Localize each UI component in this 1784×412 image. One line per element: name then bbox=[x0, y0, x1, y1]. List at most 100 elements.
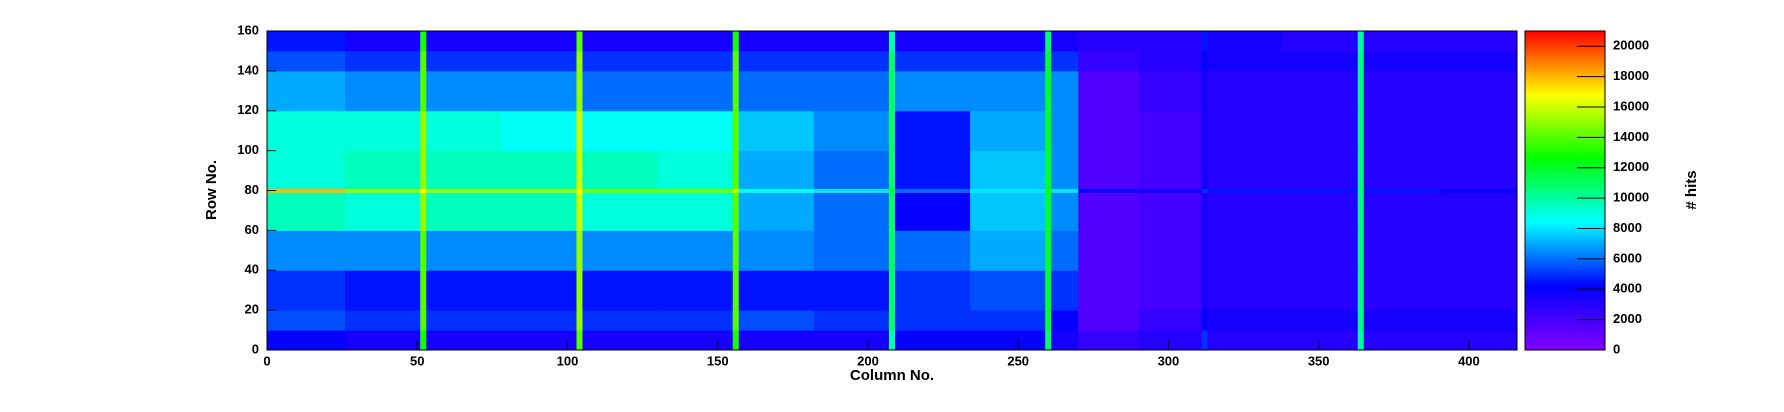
heatmap-cell bbox=[267, 110, 346, 152]
heatmap-cell bbox=[1138, 110, 1202, 152]
heatmap-cell bbox=[657, 50, 734, 72]
heatmap-cell bbox=[1438, 270, 1518, 311]
heatmap-cell bbox=[1357, 310, 1365, 331]
heatmap-cell bbox=[426, 310, 502, 331]
heatmap-cell bbox=[1201, 150, 1209, 190]
heatmap-cell bbox=[1363, 50, 1440, 72]
heatmap-cell bbox=[657, 31, 734, 52]
heatmap-cell bbox=[582, 270, 659, 311]
heatmap-cell bbox=[1357, 31, 1365, 52]
heatmap-cell bbox=[501, 230, 577, 271]
heatmap-cell bbox=[1201, 310, 1209, 331]
heatmap-cell bbox=[1045, 150, 1052, 190]
heatmap-cell bbox=[267, 270, 346, 311]
heatmap-cell bbox=[1201, 192, 1209, 231]
heatmap-cell bbox=[888, 150, 896, 190]
heatmap-cell bbox=[1078, 110, 1139, 152]
heatmap-cell bbox=[732, 150, 740, 190]
heatmap-cell bbox=[732, 330, 740, 351]
heatmap-cell bbox=[582, 330, 659, 351]
heatmap-cell bbox=[1282, 70, 1359, 112]
heatmap-cell bbox=[970, 31, 1046, 52]
heatmap-cell bbox=[970, 188, 1046, 193]
heatmap-cell bbox=[582, 50, 659, 72]
heatmap-cell bbox=[813, 110, 890, 152]
heatmap-cell bbox=[426, 31, 502, 52]
heatmap-cell bbox=[345, 70, 421, 112]
heatmap-cell bbox=[888, 110, 896, 152]
heatmap-cell bbox=[738, 70, 815, 112]
heatmap-cell bbox=[895, 330, 971, 351]
heatmap-cell bbox=[426, 50, 502, 72]
heatmap-cell bbox=[1357, 270, 1365, 311]
heatmap-cell bbox=[1357, 330, 1365, 351]
heatmap-cell bbox=[576, 270, 584, 311]
heatmap-cell bbox=[1357, 230, 1365, 271]
heatmap-cell bbox=[732, 31, 740, 52]
heatmap-cell bbox=[888, 230, 896, 271]
heatmap-cell bbox=[1282, 310, 1359, 331]
heatmap-cell bbox=[888, 70, 896, 112]
heatmap-cell bbox=[732, 270, 740, 311]
heatmap-cell bbox=[576, 50, 584, 72]
heatmap-cell bbox=[738, 188, 815, 193]
heatmap-cell bbox=[1363, 31, 1440, 52]
heatmap-cell bbox=[267, 50, 346, 72]
heatmap-cell bbox=[1363, 110, 1440, 152]
heatmap-cell bbox=[1051, 192, 1079, 231]
heatmap-cell bbox=[1207, 50, 1284, 72]
heatmap-cell bbox=[738, 192, 815, 231]
heatmap-cell bbox=[1207, 110, 1284, 152]
heatmap-cell bbox=[970, 230, 1046, 271]
heatmap-cell bbox=[1207, 70, 1284, 112]
heatmap-cell bbox=[1363, 330, 1440, 351]
heatmap-cell bbox=[813, 270, 890, 311]
heatmap-cell bbox=[426, 188, 502, 193]
heatmap-cell bbox=[1438, 50, 1518, 72]
heatmap-cell bbox=[738, 330, 815, 351]
colorbar-tick-label: 8000 bbox=[1613, 220, 1642, 235]
heatmap-cell bbox=[1207, 188, 1284, 193]
heatmap-cell bbox=[267, 150, 346, 190]
heatmap-cell bbox=[1138, 70, 1202, 112]
heatmap-cell bbox=[1282, 230, 1359, 271]
heatmap-cell bbox=[732, 70, 740, 112]
colorbar-tick-label: 12000 bbox=[1613, 159, 1649, 174]
heatmap-cell bbox=[1051, 31, 1079, 52]
heatmap-cell bbox=[1138, 310, 1202, 331]
heatmap-cell bbox=[501, 150, 577, 190]
heatmap-cell bbox=[1438, 310, 1518, 331]
heatmap-cell bbox=[576, 310, 584, 331]
colorbar-tick-label: 4000 bbox=[1613, 281, 1642, 296]
heatmap-cell bbox=[501, 188, 577, 193]
heatmap-cell bbox=[1282, 150, 1359, 190]
heatmap-cell bbox=[345, 270, 421, 311]
heatmap-cell bbox=[576, 70, 584, 112]
heatmap-cell bbox=[1363, 192, 1440, 231]
heatmap-cell bbox=[895, 150, 971, 190]
heatmap-cell bbox=[1438, 188, 1518, 193]
heatmap-cell bbox=[1438, 230, 1518, 271]
heatmap-cell bbox=[420, 330, 427, 351]
heatmap-cell bbox=[1282, 110, 1359, 152]
heatmap-cell bbox=[420, 50, 427, 72]
heatmap-cell bbox=[895, 188, 971, 193]
heatmap-cell bbox=[888, 192, 896, 231]
heatmap-cell bbox=[1207, 31, 1284, 52]
colorbar-tick-label: 20000 bbox=[1613, 38, 1649, 53]
x-tick-label: 50 bbox=[410, 353, 424, 368]
heatmap-cell bbox=[1207, 330, 1284, 351]
heatmap-cell bbox=[1078, 270, 1139, 311]
heatmap-cell bbox=[1438, 70, 1518, 112]
y-axis-title: Row No. bbox=[203, 160, 220, 220]
heatmap-cell bbox=[582, 150, 659, 190]
y-tick-label: 20 bbox=[245, 302, 259, 317]
x-tick-label: 100 bbox=[557, 353, 579, 368]
heatmap-cell bbox=[1045, 31, 1052, 52]
y-tick-label: 40 bbox=[245, 262, 259, 277]
heatmap-cell bbox=[813, 192, 890, 231]
heatmap-cell bbox=[1201, 50, 1209, 72]
heatmap-cell bbox=[1138, 192, 1202, 231]
heatmap-cell bbox=[1363, 70, 1440, 112]
